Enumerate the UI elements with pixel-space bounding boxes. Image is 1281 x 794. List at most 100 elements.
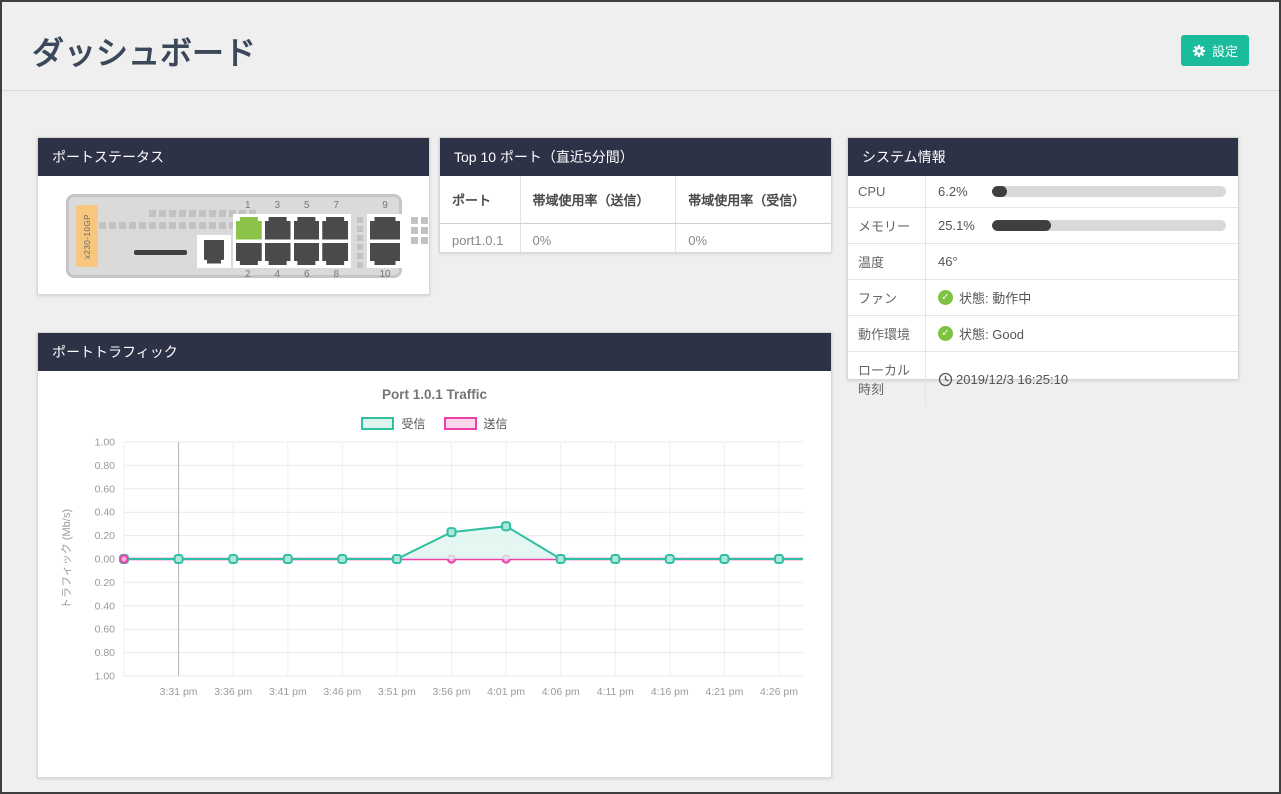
chart-legend: 受信 送信 <box>38 415 831 432</box>
svg-text:0.40: 0.40 <box>95 507 116 519</box>
console-port <box>197 235 231 268</box>
svg-text:3:31 pm: 3:31 pm <box>160 686 198 698</box>
memory-value: 25.1% <box>938 218 975 233</box>
table-row: port1.0.1 0% 0% <box>440 223 831 257</box>
svg-text:0.20: 0.20 <box>95 530 116 542</box>
cpu-value: 6.2% <box>938 184 968 199</box>
svg-text:4:01 pm: 4:01 pm <box>487 686 525 698</box>
led-indicators-row-top <box>149 210 256 217</box>
led-dot <box>249 210 256 217</box>
port-number-1: 1 <box>244 200 251 211</box>
port-numbers-bottom: 2 4 6 8 <box>233 269 351 280</box>
legend-swatch-rx <box>361 417 395 430</box>
cell-rx-usage: 0% <box>688 233 708 248</box>
led-dot <box>209 222 216 229</box>
led-dot <box>219 222 226 229</box>
sfp-port-block <box>367 214 403 268</box>
led-dot <box>129 222 136 229</box>
legend-item-tx[interactable]: 送信 <box>443 415 508 432</box>
port-9[interactable] <box>370 217 400 240</box>
settings-button-label: 設定 <box>1211 44 1238 59</box>
port-number-5: 5 <box>303 200 310 211</box>
port-status-panel: ポートステータス x230-10GP 1 3 5 7 2 4 6 8 9 10 <box>37 137 430 295</box>
led-dot <box>199 222 206 229</box>
column-header-tx: 帯域使用率（送信） <box>520 176 677 224</box>
settings-button[interactable]: 設定 <box>1180 35 1249 66</box>
local-time-label: ローカル時刻 <box>848 352 926 406</box>
led-dot <box>219 210 226 217</box>
led-dot <box>421 237 428 244</box>
gear-icon <box>1192 44 1206 57</box>
led-dot <box>421 227 428 234</box>
led-dot <box>357 235 363 241</box>
port-number-2: 2 <box>244 269 251 280</box>
device-model-label: x230-10GP <box>82 213 92 259</box>
port-status-panel-title: ポートステータス <box>38 138 429 176</box>
led-dot <box>139 222 146 229</box>
port-4[interactable] <box>264 242 291 265</box>
temperature-value: 46° <box>938 254 958 269</box>
led-dot <box>109 222 116 229</box>
svg-text:1.00: 1.00 <box>95 437 116 449</box>
port-number-7: 7 <box>333 200 340 211</box>
svg-text:4:06 pm: 4:06 pm <box>542 686 580 698</box>
clock-icon <box>938 372 953 386</box>
led-dot <box>179 210 186 217</box>
port-number-9: 9 <box>382 200 388 211</box>
sysinfo-row-memory: メモリー 25.1% <box>848 208 1238 244</box>
led-dot <box>159 210 166 217</box>
led-dot <box>357 217 363 223</box>
port-8[interactable] <box>322 242 348 265</box>
sfp-number-bottom: 10 <box>367 269 403 280</box>
svg-text:4:16 pm: 4:16 pm <box>651 686 689 698</box>
led-dot <box>169 210 176 217</box>
led-dot <box>159 222 166 229</box>
sysinfo-row-fan: ファン ✓ 状態: 動作中 <box>848 280 1238 316</box>
led-dot <box>99 222 106 229</box>
svg-text:3:41 pm: 3:41 pm <box>269 686 307 698</box>
memory-usage-bar <box>992 220 1226 231</box>
port-2[interactable] <box>236 242 262 265</box>
legend-item-rx[interactable]: 受信 <box>361 415 426 432</box>
svg-text:0.80: 0.80 <box>95 460 116 472</box>
traffic-chart: 1.00 0.80 0.60 0.40 0.20 0.00 0.20 0.40 0.60 0.80… <box>60 437 803 698</box>
top-ports-panel: Top 10 ポート（直近5分間） ポート 帯域使用率（送信） 帯域使用率（受信… <box>439 137 832 257</box>
port-number-10: 10 <box>379 269 391 280</box>
cell-port-name: port1.0.1 <box>440 223 521 257</box>
led-dot <box>357 226 363 232</box>
port-10[interactable] <box>370 242 400 265</box>
port-7[interactable] <box>322 217 348 240</box>
led-indicators-row-bottom <box>99 222 256 229</box>
led-dot <box>411 227 418 234</box>
port-traffic-panel-title: ポートトラフィック <box>38 333 831 371</box>
device-model-tab: x230-10GP <box>76 205 98 267</box>
cpu-label: CPU <box>848 176 926 207</box>
svg-text:0.60: 0.60 <box>95 483 116 495</box>
port-traffic-panel: ポートトラフィック Port 1.0.1 Traffic 受信 送信 1.00 0… <box>37 332 832 778</box>
fan-label: ファン <box>848 280 926 315</box>
led-dot <box>357 244 363 250</box>
svg-text:4:26 pm: 4:26 pm <box>760 686 798 698</box>
led-dot <box>119 222 126 229</box>
switch-device-graphic: x230-10GP 1 3 5 7 2 4 6 8 9 10 <box>66 194 428 280</box>
column-header-port: ポート <box>440 176 521 224</box>
chart-title: Port 1.0.1 Traffic <box>381 387 488 402</box>
page-title: ダッシュボード <box>32 35 257 71</box>
sysinfo-row-local-time: ローカル時刻 2019/12/3 16:25:10 <box>848 352 1238 406</box>
port-number-8: 8 <box>333 269 340 280</box>
port-6[interactable] <box>293 242 320 265</box>
svg-text:4:11 pm: 4:11 pm <box>597 686 634 698</box>
svg-text:3:46 pm: 3:46 pm <box>323 686 361 698</box>
rj45-port-block <box>233 214 351 268</box>
port-1[interactable] <box>236 217 262 240</box>
top-ports-table: ポート 帯域使用率（送信） 帯域使用率（受信） port1.0.1 0% 0% <box>440 176 831 257</box>
flash-slot <box>134 250 187 255</box>
svg-text:0.20: 0.20 <box>95 577 116 589</box>
port-5[interactable] <box>293 217 320 240</box>
port-3[interactable] <box>264 217 291 240</box>
port-numbers-top: 1 3 5 7 <box>233 200 351 211</box>
system-info-panel: システム情報 CPU 6.2% メモリー 25.1% 温度 46° <box>847 137 1239 406</box>
led-dot <box>149 210 156 217</box>
svg-text:1.00: 1.00 <box>95 671 116 683</box>
